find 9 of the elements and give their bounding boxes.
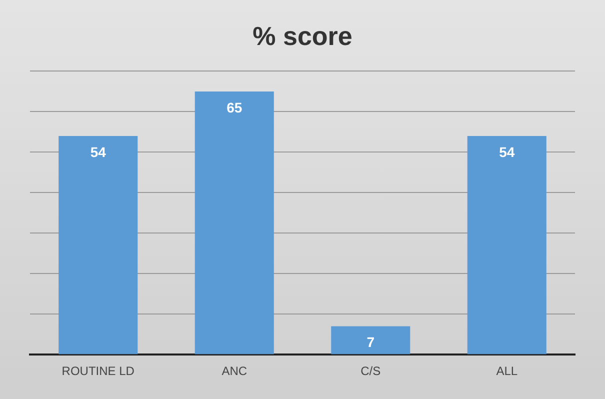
x-tick-label: ALL [496,364,518,378]
x-tick-label: C/S [360,364,381,378]
chart-title: % score [252,20,352,51]
x-tick-label: ROUTINE LD [62,364,135,378]
data-label: 54 [499,144,515,160]
data-label: 7 [366,334,375,350]
data-label: 54 [90,144,106,160]
data-label: 65 [226,99,242,116]
x-tick-label: ANC [222,364,248,378]
